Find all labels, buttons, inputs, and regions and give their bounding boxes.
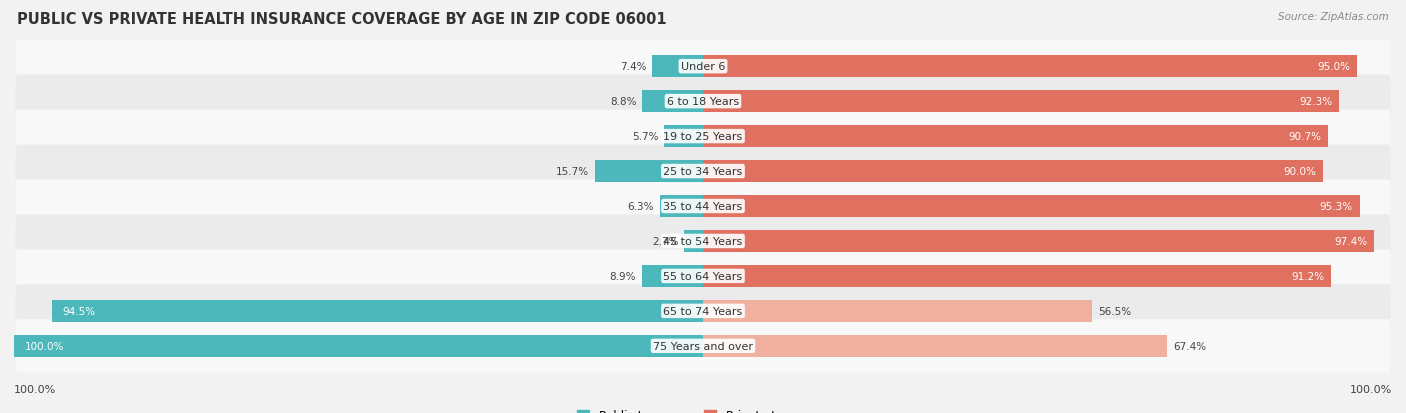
Text: 100.0%: 100.0% [24,341,63,351]
Text: 100.0%: 100.0% [14,385,56,394]
Text: Under 6: Under 6 [681,62,725,72]
Text: 15.7%: 15.7% [557,166,589,177]
FancyBboxPatch shape [15,285,1391,338]
Bar [664,126,703,147]
FancyBboxPatch shape [15,75,1391,128]
Text: 65 to 74 Years: 65 to 74 Years [664,306,742,316]
Bar [703,335,1167,357]
Bar [652,56,703,78]
Bar [703,230,1374,252]
Text: 8.9%: 8.9% [610,271,636,281]
Legend: Public Insurance, Private Insurance: Public Insurance, Private Insurance [572,404,834,413]
Text: 7.4%: 7.4% [620,62,647,72]
Text: 100.0%: 100.0% [1350,385,1392,394]
Bar [703,161,1323,183]
Bar [703,126,1327,147]
Text: 6 to 18 Years: 6 to 18 Years [666,97,740,107]
Text: 75 Years and over: 75 Years and over [652,341,754,351]
Bar [703,196,1360,217]
Text: 90.0%: 90.0% [1284,166,1316,177]
Bar [641,266,703,287]
Text: 2.7%: 2.7% [652,236,679,247]
Text: 95.3%: 95.3% [1320,202,1353,211]
Text: 94.5%: 94.5% [62,306,96,316]
FancyBboxPatch shape [15,110,1391,163]
FancyBboxPatch shape [15,40,1391,93]
FancyBboxPatch shape [15,250,1391,303]
Bar [685,230,703,252]
Text: 6.3%: 6.3% [627,202,654,211]
Bar [703,266,1331,287]
Text: 56.5%: 56.5% [1098,306,1130,316]
Text: 5.7%: 5.7% [631,132,658,142]
FancyBboxPatch shape [15,320,1391,373]
Bar [643,91,703,113]
Text: 95.0%: 95.0% [1317,62,1351,72]
Text: 25 to 34 Years: 25 to 34 Years [664,166,742,177]
Text: 90.7%: 90.7% [1288,132,1322,142]
Bar [703,56,1358,78]
Text: 97.4%: 97.4% [1334,236,1367,247]
Bar [703,91,1339,113]
FancyBboxPatch shape [15,145,1391,198]
Bar [595,161,703,183]
Bar [659,196,703,217]
Text: PUBLIC VS PRIVATE HEALTH INSURANCE COVERAGE BY AGE IN ZIP CODE 06001: PUBLIC VS PRIVATE HEALTH INSURANCE COVER… [17,12,666,27]
FancyBboxPatch shape [15,215,1391,268]
Text: 35 to 44 Years: 35 to 44 Years [664,202,742,211]
Bar [52,300,703,322]
FancyBboxPatch shape [15,180,1391,233]
Text: 91.2%: 91.2% [1291,271,1324,281]
Text: 67.4%: 67.4% [1173,341,1206,351]
Text: 45 to 54 Years: 45 to 54 Years [664,236,742,247]
Bar [703,300,1092,322]
Bar [14,335,703,357]
Text: 19 to 25 Years: 19 to 25 Years [664,132,742,142]
Text: Source: ZipAtlas.com: Source: ZipAtlas.com [1278,12,1389,22]
Text: 8.8%: 8.8% [610,97,637,107]
Text: 92.3%: 92.3% [1299,97,1331,107]
Text: 55 to 64 Years: 55 to 64 Years [664,271,742,281]
